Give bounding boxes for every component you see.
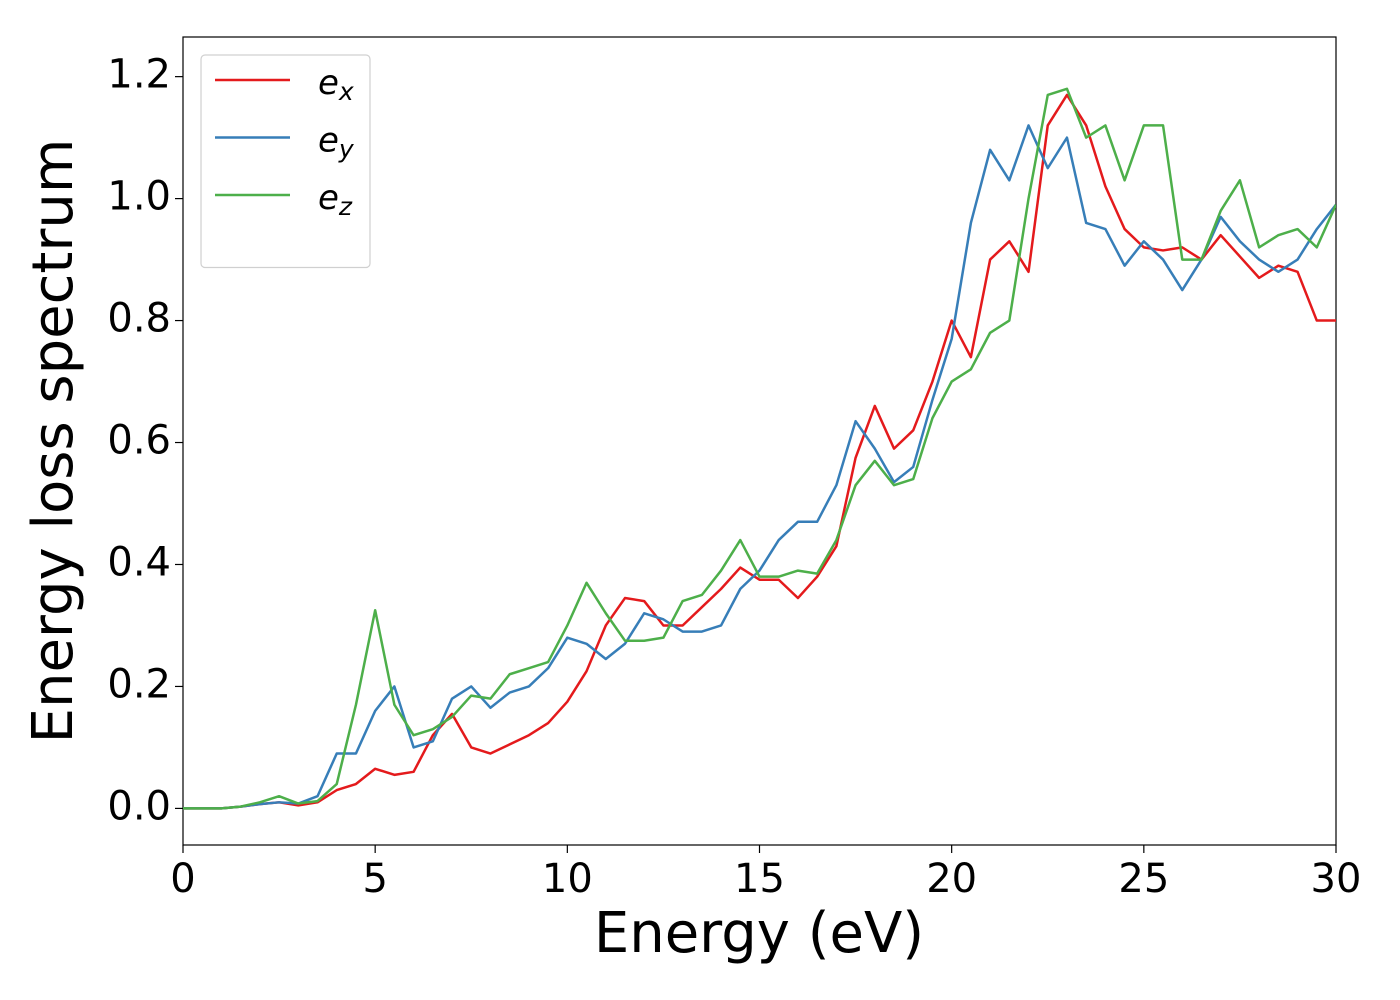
legend-label: ey (318, 120, 355, 164)
x-tick-label: 15 (734, 856, 785, 902)
legend-box (200, 54, 371, 269)
x-tick-label: 5 (362, 856, 387, 902)
series-line (183, 87, 1336, 810)
y-tick-label: 0.2 (107, 661, 171, 707)
y-tick-label: 0.6 (107, 418, 171, 464)
y-tick-label: 0.0 (107, 783, 171, 829)
x-axis-label: Energy (eV) (594, 901, 924, 966)
legend-label: ex (318, 63, 354, 107)
y-axis-label: Energy loss spectrum (21, 139, 86, 744)
y-tick-label: 1.0 (107, 174, 171, 220)
x-tick-label: 0 (170, 856, 195, 902)
y-tick-label: 0.8 (107, 296, 171, 342)
x-tick-label: 20 (926, 856, 977, 902)
x-tick-label: 30 (1311, 856, 1362, 902)
series-line (183, 93, 1336, 810)
series-group (183, 87, 1336, 810)
x-tick-label: 25 (1118, 856, 1169, 902)
series-line (183, 124, 1336, 810)
x-tick-label: 10 (542, 856, 593, 902)
legend-label: ez (318, 178, 353, 222)
y-tick-label: 1.2 (107, 52, 171, 98)
y-tick-label: 0.4 (107, 539, 171, 585)
